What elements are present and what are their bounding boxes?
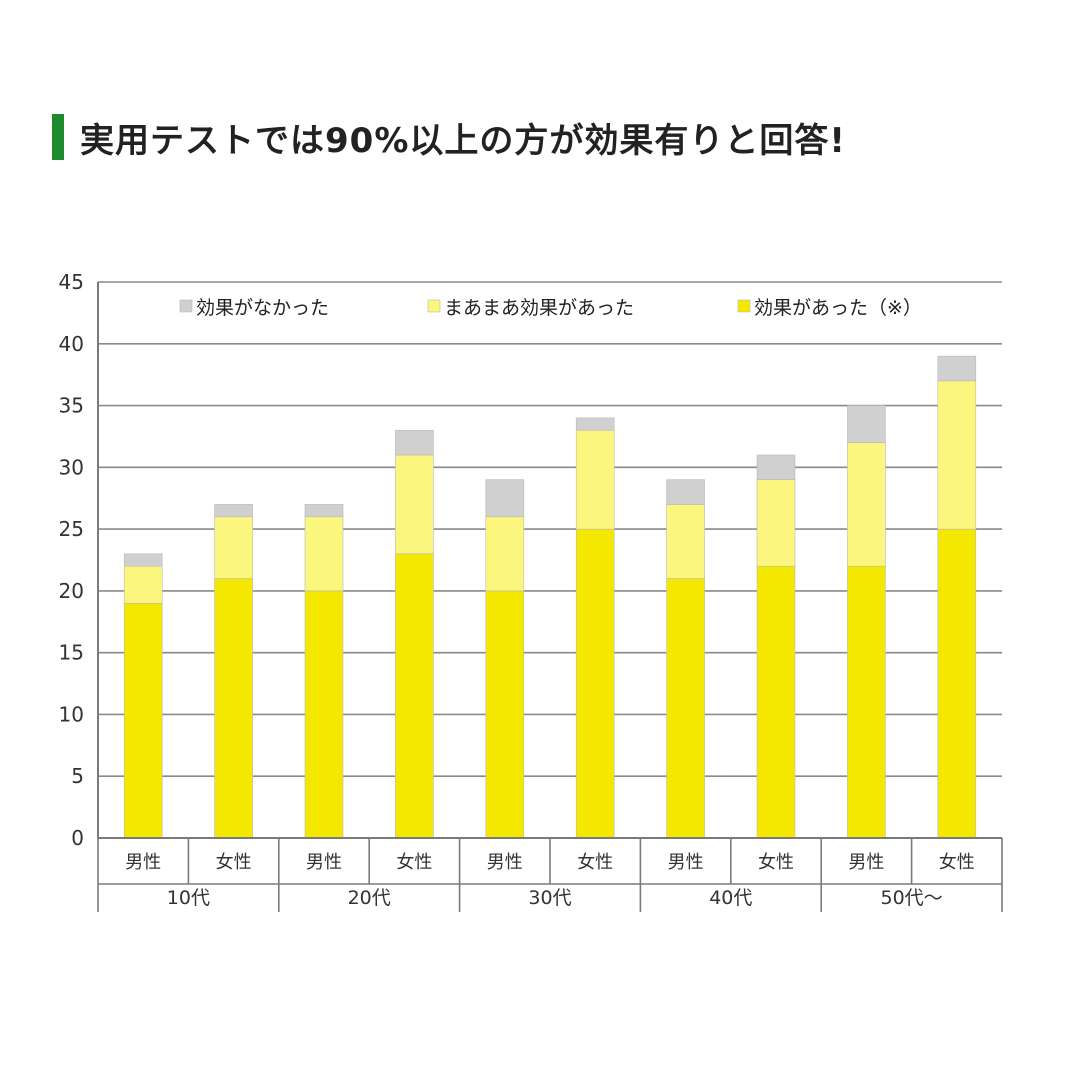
y-tick-label: 40 — [59, 332, 84, 356]
y-tick-label: 15 — [59, 641, 84, 665]
legend-label: まあまあ効果があった — [444, 297, 634, 319]
y-tick-label: 20 — [59, 579, 84, 603]
bar-segment — [395, 553, 434, 839]
bar-segment — [123, 553, 163, 567]
bar-segment — [756, 479, 796, 567]
bar-segment — [937, 380, 977, 530]
bar-segment — [123, 565, 163, 604]
bar-segment — [123, 602, 163, 839]
bar-segment — [756, 454, 796, 480]
bar-segment — [214, 578, 253, 839]
group-label: 20代 — [348, 887, 391, 909]
bar-segment — [395, 429, 434, 456]
x-tick-label: 男性 — [848, 852, 884, 873]
group-label: 40代 — [709, 887, 752, 909]
bar-segment — [304, 590, 344, 839]
bar-segment — [304, 504, 344, 518]
x-tick-label: 女性 — [939, 852, 975, 873]
legend-swatch — [737, 299, 751, 313]
bar-segment — [485, 590, 525, 839]
bar-segment — [485, 479, 525, 518]
legend-swatch — [179, 299, 193, 313]
bar-segment — [666, 504, 705, 579]
legend-label: 効果がなかった — [196, 297, 329, 319]
axes: 0 5 10 15 20 25 30 35 40 45 男性 女性 男性 女性 男性 女性 男性 女性 男性 女性 10… — [59, 270, 1003, 912]
x-tick-label: 男性 — [125, 852, 161, 873]
y-tick-label: 10 — [59, 702, 84, 726]
group-label: 30代 — [528, 887, 571, 909]
bar-segment — [847, 565, 886, 839]
legend-swatch — [427, 299, 441, 313]
group-label: 50代〜 — [881, 887, 943, 909]
legend-label: 効果があった（※） — [754, 297, 922, 319]
bar-segment — [214, 516, 253, 579]
bar-segment — [847, 405, 886, 443]
bar-segment — [756, 565, 796, 839]
x-tick-label: 女性 — [396, 852, 432, 873]
bar-segment — [666, 479, 705, 505]
bar-segment — [937, 528, 977, 839]
x-tick-label: 女性 — [577, 852, 613, 873]
bar-segment — [575, 528, 615, 839]
bar-segment — [847, 442, 886, 567]
y-tick-label: 0 — [71, 826, 84, 850]
x-tick-label: 男性 — [668, 852, 704, 873]
title-text: 実用テストでは90%以上の方が効果有りと回答! — [80, 120, 846, 161]
title-accent-bar — [52, 114, 64, 160]
bar-segment — [214, 504, 253, 518]
y-tick-label: 25 — [59, 517, 84, 541]
x-tick-label: 女性 — [216, 852, 252, 873]
bar-segment — [485, 516, 525, 592]
x-tick-label: 女性 — [758, 852, 794, 873]
chart-title: 実用テストでは90%以上の方が効果有りと回答! — [52, 112, 846, 162]
y-tick-label: 35 — [59, 394, 84, 418]
bar-segment — [937, 355, 977, 382]
bar-segment — [575, 417, 615, 431]
bar-segment — [666, 578, 705, 839]
bar-segment — [575, 429, 615, 530]
x-tick-label: 男性 — [306, 852, 342, 873]
bar-segment — [304, 516, 344, 592]
y-tick-label: 5 — [71, 764, 84, 788]
y-tick-label: 30 — [59, 455, 84, 479]
group-label: 10代 — [167, 887, 210, 909]
bar-segment — [395, 454, 434, 555]
bars — [123, 355, 977, 839]
y-tick-label: 45 — [59, 270, 84, 294]
legend: 効果がなかった まあまあ効果があった 効果があった（※） — [179, 297, 922, 319]
x-tick-label: 男性 — [487, 852, 523, 873]
